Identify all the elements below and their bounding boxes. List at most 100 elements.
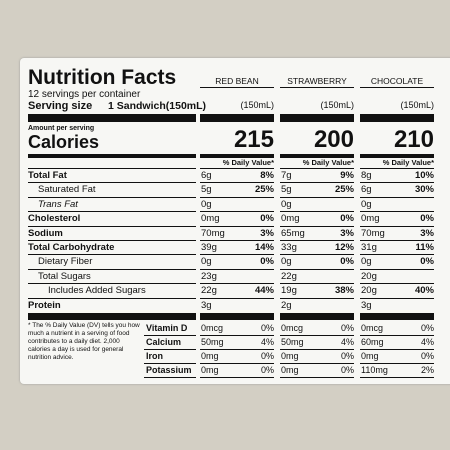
rule: [28, 297, 196, 299]
rule: [28, 182, 196, 184]
amount: 39g: [201, 242, 217, 253]
rule: [360, 313, 434, 320]
rule: [360, 349, 434, 350]
column-name: CHOCOLATE: [370, 76, 424, 86]
rule: [280, 283, 354, 285]
amount: 19g: [281, 285, 297, 297]
daily-value: 8%: [260, 170, 274, 181]
daily-value: 0%: [420, 213, 434, 225]
vitamin-amount: 0mg: [361, 351, 379, 361]
calories-value: 200: [313, 126, 354, 153]
daily-value: 0%: [420, 256, 434, 268]
rule: [280, 168, 354, 169]
vitamin-amount: 0mg: [281, 351, 299, 361]
vitamin-dv: 4%: [260, 337, 274, 347]
dv-header: % Daily Value*: [222, 158, 274, 167]
vitamin-dv: 0%: [260, 323, 274, 333]
amount: 0mg: [281, 213, 300, 225]
rule: [200, 313, 274, 320]
daily-value: 3%: [420, 227, 434, 239]
nutrient-label: Includes Added Sugars: [48, 285, 146, 297]
rule: [200, 335, 274, 336]
rule: [144, 349, 196, 350]
vitamin-dv: 4%: [420, 337, 434, 347]
vitamin-label: Calcium: [146, 337, 182, 347]
dv-header: % Daily Value*: [382, 158, 434, 167]
daily-value: 3%: [260, 227, 274, 239]
amount: 22g: [201, 285, 217, 297]
rule: [28, 154, 196, 158]
rule: [200, 168, 274, 169]
vitamin-dv: 0%: [340, 365, 354, 375]
rule: [360, 268, 434, 270]
vitamin-amount: 0mg: [281, 365, 299, 375]
daily-value: 38%: [334, 285, 354, 297]
rule: [28, 283, 196, 285]
daily-value: 3%: [340, 227, 354, 239]
amount: 6g: [361, 184, 372, 196]
dv-header: % Daily Value*: [302, 158, 354, 167]
daily-value: 0%: [260, 213, 274, 225]
daily-value: 40%: [414, 285, 434, 297]
rule: [144, 363, 196, 364]
daily-value: 44%: [254, 285, 274, 297]
rule: [280, 349, 354, 350]
rule: [28, 254, 196, 256]
rule: [280, 377, 354, 378]
nutrient-label: Sodium: [28, 227, 63, 239]
rule: [200, 297, 274, 299]
rule: [144, 377, 196, 378]
daily-value: 25%: [254, 184, 274, 196]
nutrient-label: Total Fat: [28, 170, 67, 181]
column-name: RED BEAN: [215, 76, 259, 86]
rule: [280, 297, 354, 299]
column-size: (150mL): [320, 100, 354, 110]
vitamin-dv: 2%: [420, 365, 434, 375]
amount: 0mg: [361, 213, 380, 225]
amount: 0g: [361, 256, 372, 268]
nutrient-label: Dietary Fiber: [38, 256, 93, 268]
amount: 23g: [201, 270, 217, 282]
rule: [280, 240, 354, 241]
vitamin-dv: 0%: [340, 351, 354, 361]
nutrient-label: Cholesterol: [28, 213, 81, 225]
vitamin-dv: 0%: [420, 323, 434, 333]
vitamin-dv: 4%: [340, 337, 354, 347]
vitamin-amount: 0mcg: [361, 323, 384, 333]
serving-size: 1 Sandwich(150mL): [108, 100, 207, 112]
daily-value: 14%: [254, 242, 274, 253]
vitamin-amount: 50mg: [281, 337, 304, 347]
rule: [360, 114, 434, 122]
amount: 70mg: [201, 227, 225, 239]
rule: [280, 182, 354, 184]
rule: [144, 335, 196, 336]
rule: [280, 87, 354, 88]
amount: 31g: [361, 242, 377, 253]
rule: [28, 196, 196, 198]
daily-value: 10%: [414, 170, 434, 181]
rule: [360, 240, 434, 241]
nutrient-label: Trans Fat: [38, 198, 78, 210]
rule: [200, 114, 274, 122]
rule: [280, 254, 354, 256]
amount-per-serving: Amount per serving: [28, 125, 95, 132]
daily-value: 12%: [334, 242, 354, 253]
daily-value: 0%: [340, 213, 354, 225]
amount: 22g: [281, 270, 297, 282]
amount: 3g: [361, 299, 372, 311]
amount: 3g: [201, 299, 212, 311]
amount: 0g: [361, 198, 372, 210]
rule: [200, 87, 274, 88]
vitamin-label: Iron: [146, 351, 163, 361]
amount: 0g: [281, 256, 292, 268]
rule: [200, 240, 274, 241]
rule: [280, 313, 354, 320]
footnote: * The % Daily Value (DV) tells you how m…: [28, 322, 140, 361]
rule: [360, 225, 434, 227]
rule: [360, 168, 434, 169]
rule: [28, 240, 196, 241]
rule: [360, 254, 434, 256]
rule: [200, 363, 274, 364]
nutrient-label: Protein: [28, 299, 61, 311]
nutrient-label: Saturated Fat: [38, 184, 96, 196]
